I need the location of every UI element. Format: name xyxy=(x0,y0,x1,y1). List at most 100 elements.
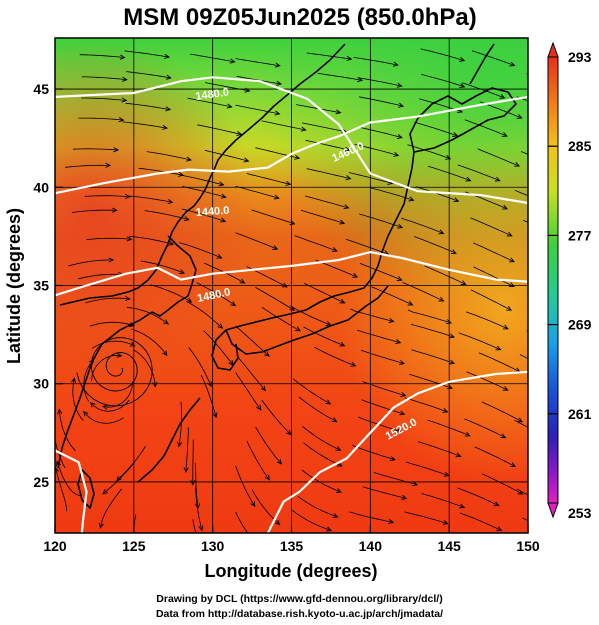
streamline xyxy=(370,187,414,201)
streamline-arrowhead xyxy=(389,456,396,461)
streamline-arrowhead xyxy=(339,341,346,347)
credit-data: Data from http://database.rish.kyoto-u.a… xyxy=(155,608,444,620)
streamline-arrowhead xyxy=(335,488,342,493)
streamline xyxy=(78,117,124,121)
streamline-arrowhead xyxy=(243,157,250,163)
streamline xyxy=(464,119,508,137)
streamline-arrowhead xyxy=(502,324,509,330)
streamline-arrowhead xyxy=(113,147,120,153)
streamline xyxy=(410,323,455,338)
x-tick-label: 125 xyxy=(122,538,146,554)
streamline xyxy=(298,396,337,422)
streamline xyxy=(289,305,331,326)
streamline-arrowhead xyxy=(124,193,131,200)
streamline xyxy=(312,534,355,547)
streamline xyxy=(302,122,347,133)
streamline-arrowhead xyxy=(294,154,301,160)
streamline xyxy=(146,151,191,161)
streamline xyxy=(255,147,300,159)
streamline-arrowhead xyxy=(183,467,189,474)
streamline-arrowhead xyxy=(134,554,138,559)
streamline-arrowhead xyxy=(339,219,346,225)
x-tick-label: 140 xyxy=(359,538,383,554)
streamline-arrowhead xyxy=(105,162,112,168)
streamline xyxy=(358,126,403,138)
streamline-arrowhead xyxy=(572,132,577,136)
streamline xyxy=(516,96,528,102)
streamline-arrowhead xyxy=(514,161,521,167)
coastline-korea-west xyxy=(151,235,197,317)
streamline-arrowhead xyxy=(438,296,445,302)
streamline-arrowhead xyxy=(229,58,236,64)
streamline-arrowhead xyxy=(399,410,406,416)
streamline xyxy=(89,321,135,327)
streamline xyxy=(68,259,114,267)
streamline-arrowhead xyxy=(465,176,472,182)
streamline xyxy=(302,426,341,451)
streamline-arrowhead xyxy=(183,216,190,222)
streamline xyxy=(56,461,83,497)
streamline xyxy=(474,446,516,467)
streamline xyxy=(197,124,242,135)
streamline-arrowhead xyxy=(124,296,131,302)
streamline-arrowhead xyxy=(561,348,566,352)
streamline-arrowhead xyxy=(176,441,183,448)
streamline xyxy=(179,174,224,186)
streamline-arrowhead xyxy=(396,276,403,281)
streamline-arrowhead xyxy=(450,249,457,254)
x-axis-label: Longitude (degrees) xyxy=(204,561,377,581)
coastline-honshu xyxy=(225,151,415,331)
streamline-arrowhead xyxy=(108,257,115,263)
streamline xyxy=(235,104,280,115)
streamline-arrowhead xyxy=(216,253,223,259)
colorbar-top-arrow xyxy=(547,41,559,58)
colorbar-tick-label: 285 xyxy=(568,138,592,154)
streamline xyxy=(83,359,94,402)
streamline-arrowhead xyxy=(497,550,502,554)
streamline-arrowhead xyxy=(508,282,515,287)
streamline xyxy=(303,326,345,347)
streamline-arrowhead xyxy=(226,103,233,109)
streamline xyxy=(478,352,520,373)
streamline-arrowhead xyxy=(112,207,118,213)
streamline-arrowhead xyxy=(119,54,126,60)
height-contour-1440 xyxy=(55,95,528,195)
y-tick-label: 45 xyxy=(33,81,49,97)
streamline-arrowhead xyxy=(571,184,576,188)
streamline xyxy=(409,373,453,389)
streamline-arrowhead xyxy=(556,536,561,540)
streamline xyxy=(304,195,349,209)
streamline xyxy=(255,426,282,465)
streamline-arrowhead xyxy=(250,501,256,508)
y-tick-label: 25 xyxy=(33,474,49,490)
streamline xyxy=(86,237,132,241)
streamline xyxy=(373,472,418,486)
streamline-arrowhead xyxy=(164,53,171,59)
streamline xyxy=(359,213,403,228)
streamline-arrowhead xyxy=(388,317,395,323)
streamline xyxy=(73,148,119,151)
streamline-arrowhead xyxy=(412,481,419,487)
streamline-arrowhead xyxy=(460,280,467,285)
streamline-arrowhead xyxy=(126,236,133,242)
streamline-arrowhead xyxy=(562,459,567,463)
streamline-arrowhead xyxy=(152,381,158,388)
streamline xyxy=(292,378,331,405)
streamline xyxy=(417,441,461,457)
streamline-arrowhead xyxy=(442,407,449,413)
streamline xyxy=(261,306,301,332)
streamline-arrowhead xyxy=(500,433,507,439)
streamline xyxy=(459,512,502,531)
streamline-arrowhead xyxy=(207,381,212,388)
streamline xyxy=(235,512,249,533)
streamline-arrowhead xyxy=(506,305,513,311)
streamline xyxy=(58,409,76,451)
streamline-arrowhead xyxy=(452,131,459,137)
streamline xyxy=(460,537,502,554)
streamline xyxy=(138,167,184,176)
streamline xyxy=(457,487,499,507)
streamline-arrowhead xyxy=(300,126,307,132)
streamline-arrowhead xyxy=(351,544,356,548)
streamline xyxy=(541,377,580,400)
streamline xyxy=(127,195,173,203)
